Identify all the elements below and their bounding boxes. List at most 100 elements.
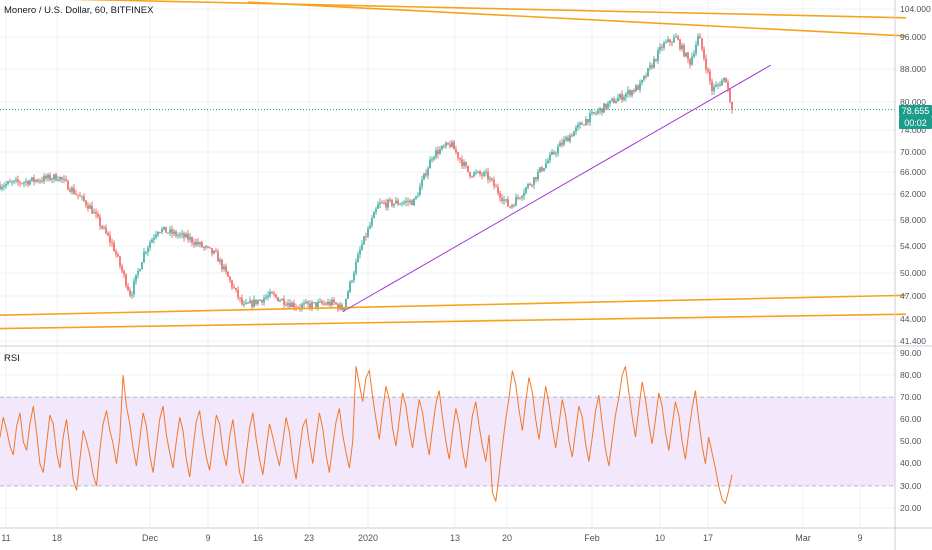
candle-body xyxy=(569,135,571,142)
candle-body xyxy=(619,94,621,98)
candle-body xyxy=(87,205,89,209)
candle-body xyxy=(35,179,37,182)
candle-body xyxy=(389,199,391,201)
time-tick-label: Dec xyxy=(142,533,159,543)
candle-body xyxy=(369,225,371,229)
rsi-indicator-title[interactable]: RSI xyxy=(4,353,20,364)
candle-body xyxy=(465,162,467,166)
candle-body xyxy=(325,303,327,305)
candle-body xyxy=(127,285,129,291)
candle-body xyxy=(171,229,173,234)
rsi-tick-label: 60.00 xyxy=(900,414,922,424)
rsi-tick-label: 20.00 xyxy=(900,503,922,513)
candle-body xyxy=(113,243,115,252)
candle-body xyxy=(539,167,541,172)
candle-body xyxy=(675,36,677,38)
time-tick-label: 20 xyxy=(502,533,512,543)
candle-body xyxy=(151,239,153,243)
candle-body xyxy=(491,178,493,180)
candle-body xyxy=(37,179,39,182)
candle-body xyxy=(225,266,227,272)
candle-body xyxy=(519,197,521,199)
candle-body xyxy=(635,85,637,92)
candle-body xyxy=(0,185,1,190)
candle-body xyxy=(305,301,307,304)
candle-body xyxy=(667,39,669,42)
candle-body xyxy=(189,237,191,240)
candle-body xyxy=(41,180,43,182)
candle-body xyxy=(373,212,375,219)
candle-body xyxy=(51,179,53,181)
candle-body xyxy=(603,103,605,113)
candle-body xyxy=(59,177,61,181)
time-axis[interactable]: 11 18 Dec 9 16 23 2020 13 20 Feb 10 17 Mar 9 xyxy=(1,533,862,543)
candle-body xyxy=(577,124,579,128)
rsi-tick-label: 80.00 xyxy=(900,370,922,380)
candle-body xyxy=(457,152,459,158)
candle-body xyxy=(463,162,465,166)
candle-body xyxy=(209,247,211,249)
time-tick-label: 9 xyxy=(205,533,210,543)
candlestick-series[interactable] xyxy=(0,33,733,313)
price-tick-label: 74.000 xyxy=(900,125,926,135)
candle-body xyxy=(323,303,325,305)
candle-body xyxy=(683,45,685,57)
candle-body xyxy=(315,302,317,307)
candle-body xyxy=(191,237,193,243)
drawings[interactable] xyxy=(0,0,907,330)
candle-body xyxy=(101,225,103,229)
candle-body xyxy=(643,75,645,80)
time-tick-label: 18 xyxy=(52,533,62,543)
candle-body xyxy=(527,184,529,188)
price-axis[interactable]: 104.000 96.000 88.000 80.000 74.000 70.000 66.… xyxy=(900,4,931,346)
rsi-line[interactable] xyxy=(0,366,733,505)
candle-body xyxy=(175,231,177,236)
candle-body xyxy=(449,144,451,147)
candle-body xyxy=(713,86,715,92)
candle-body xyxy=(479,171,481,175)
candle-body xyxy=(407,201,409,203)
candle-body xyxy=(13,180,15,182)
candle-body xyxy=(93,212,95,214)
candle-body xyxy=(205,246,207,248)
price-tick-label: 41.400 xyxy=(900,336,926,346)
candle-body xyxy=(513,205,515,207)
candle-body xyxy=(557,146,559,154)
time-tick-label: 13 xyxy=(450,533,460,543)
candle-body xyxy=(271,291,273,294)
candle-body xyxy=(295,307,297,309)
candle-body xyxy=(309,303,311,308)
rsi-axis[interactable]: 90.00 80.00 70.00 60.00 50.00 40.00 30.00 20.00 xyxy=(900,348,922,513)
candle-body xyxy=(307,301,309,304)
candle-body xyxy=(343,307,345,311)
candle-body xyxy=(95,212,97,215)
candle-body xyxy=(607,103,609,109)
candle-body xyxy=(75,193,77,195)
candle-body xyxy=(303,303,305,305)
candle-body xyxy=(109,235,111,243)
candle-body xyxy=(273,293,275,295)
candle-body xyxy=(433,156,435,160)
candle-body xyxy=(319,301,321,303)
candle-body xyxy=(641,79,643,83)
candle-body xyxy=(717,84,719,86)
candle-body xyxy=(125,274,127,286)
candle-body xyxy=(623,97,625,100)
candle-body xyxy=(349,281,351,292)
candle-body xyxy=(429,159,431,169)
rsi-tick-label: 40.00 xyxy=(900,458,922,468)
price-tick-label: 80.000 xyxy=(900,97,926,107)
candle-body xyxy=(265,297,267,299)
candle-body xyxy=(671,42,673,44)
candle-body xyxy=(251,300,253,307)
candle-body xyxy=(661,46,663,48)
candle-body xyxy=(7,181,9,184)
candle-body xyxy=(615,101,617,104)
candle-body xyxy=(423,173,425,180)
candle-body xyxy=(145,251,147,253)
candle-body xyxy=(185,233,187,238)
price-tick-label: 96.000 xyxy=(900,32,926,42)
candle-body xyxy=(157,232,159,235)
candle-body xyxy=(555,153,557,155)
